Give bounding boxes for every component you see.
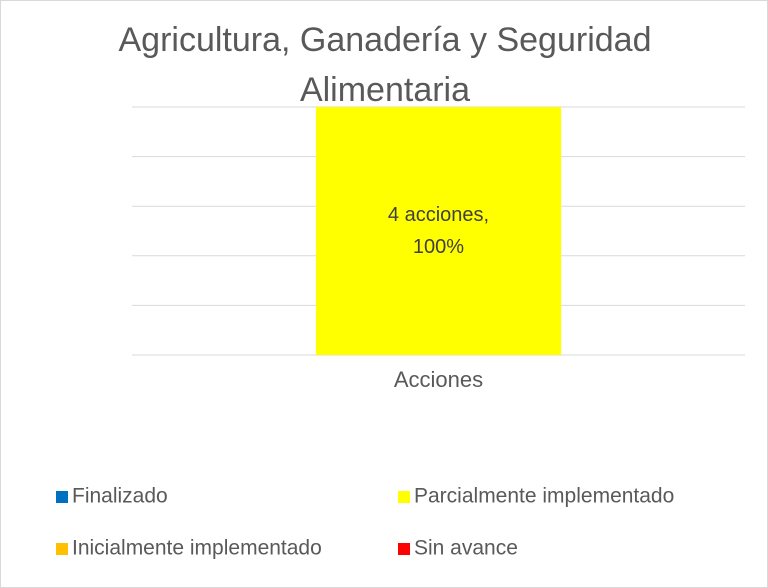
data-label: 4 acciones, 100%: [387, 204, 490, 258]
legend-marker: [56, 491, 68, 503]
legend-label: Finalizado: [72, 485, 168, 508]
x-tick-label: Acciones: [394, 367, 483, 392]
legend-marker: [398, 491, 410, 503]
legend-label: Inicialmente implementado: [72, 537, 322, 560]
chart-title: Agricultura, Ganadería y Seguridad Alime…: [118, 21, 652, 109]
legend-label: Sin avance: [414, 537, 518, 560]
legend-marker: [398, 543, 410, 555]
bar-segment: [315, 107, 562, 355]
legend-marker: [56, 543, 68, 555]
legend-label: Parcialmente implementado: [414, 485, 674, 508]
